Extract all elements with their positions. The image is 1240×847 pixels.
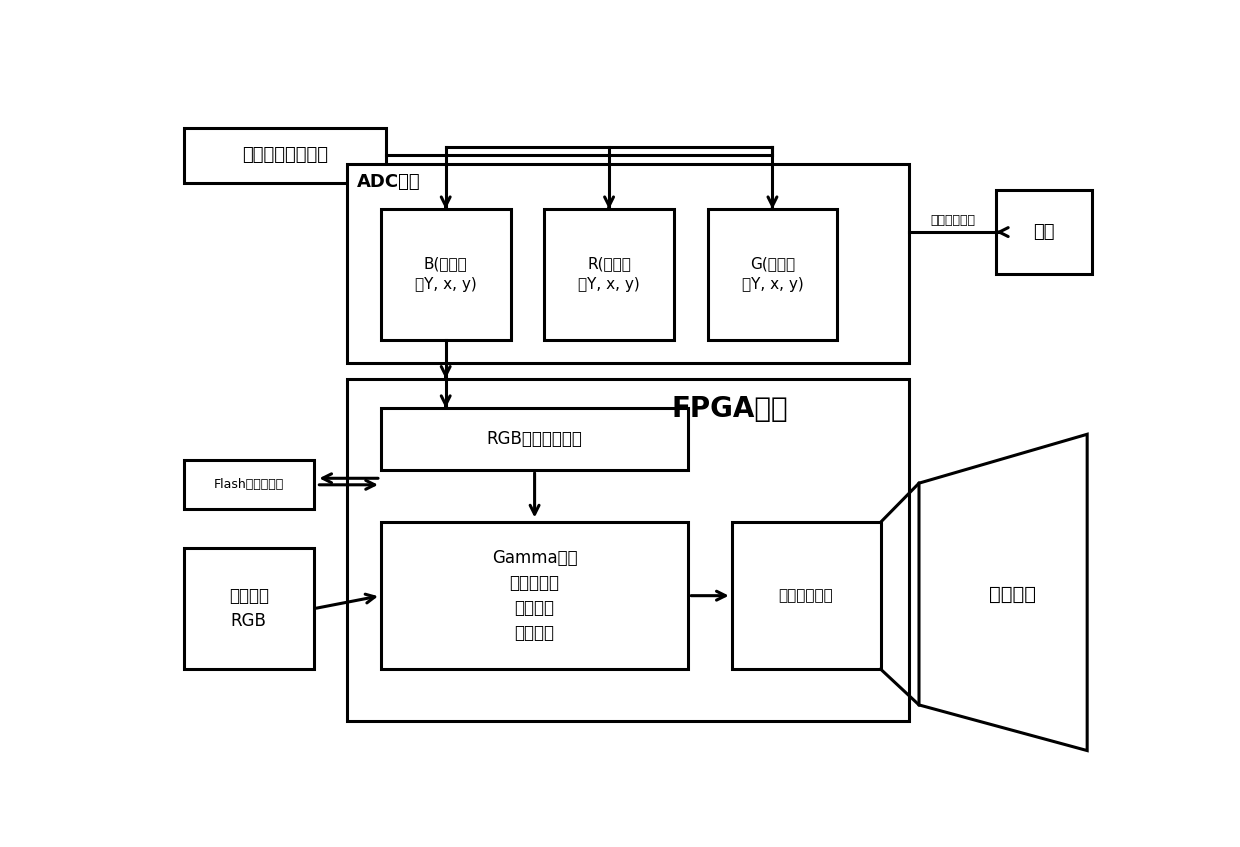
Text: 光源: 光源 bbox=[1033, 223, 1055, 241]
Text: G(绿色）
（Y, x, y): G(绿色） （Y, x, y) bbox=[742, 257, 804, 292]
Text: 投影系统: 投影系统 bbox=[990, 584, 1037, 604]
Bar bbox=[347, 163, 909, 363]
Text: 增强图像输出: 增强图像输出 bbox=[779, 588, 833, 603]
Text: B(蓝色）
（Y, x, y): B(蓝色） （Y, x, y) bbox=[415, 257, 476, 292]
Bar bbox=[184, 460, 314, 509]
Bar bbox=[381, 523, 688, 669]
Text: 原始图像
RGB: 原始图像 RGB bbox=[228, 587, 269, 630]
Bar bbox=[544, 209, 675, 340]
Text: FPGA芯片: FPGA芯片 bbox=[671, 395, 787, 424]
Text: 光电感应采集装置: 光电感应采集装置 bbox=[242, 147, 327, 164]
Bar bbox=[708, 209, 837, 340]
Text: R(红色）
（Y, x, y): R(红色） （Y, x, y) bbox=[578, 257, 640, 292]
Bar bbox=[732, 523, 880, 669]
Text: RGB数据对比评估: RGB数据对比评估 bbox=[486, 430, 583, 448]
Bar bbox=[381, 209, 511, 340]
Text: 控制光源亮度: 控制光源亮度 bbox=[930, 213, 975, 227]
Polygon shape bbox=[919, 435, 1087, 750]
Bar bbox=[184, 128, 386, 183]
Bar bbox=[347, 379, 909, 721]
Text: ADC转换: ADC转换 bbox=[357, 174, 420, 191]
Bar bbox=[184, 548, 314, 669]
Bar bbox=[381, 408, 688, 470]
Text: Flash预存数据库: Flash预存数据库 bbox=[213, 479, 284, 491]
Bar bbox=[996, 190, 1092, 274]
Text: Gamma校正
白平衡调整
亮度调整
色彩调整: Gamma校正 白平衡调整 亮度调整 色彩调整 bbox=[492, 549, 578, 642]
